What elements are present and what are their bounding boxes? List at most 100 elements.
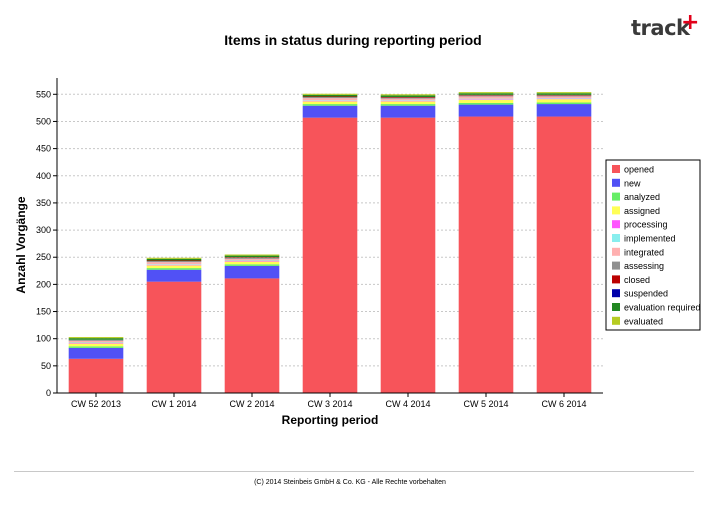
x-axis-ticks: CW 52 2013 CW 1 2014 CW 2 2014 CW 3 2014 CW …	[71, 393, 587, 409]
legend-label: integrated	[624, 247, 664, 257]
bar-stack	[146, 257, 202, 393]
legend-item: assessing	[612, 261, 664, 271]
bar-segment-processing	[458, 99, 514, 100]
x-tick-label: CW 5 2014	[463, 399, 508, 409]
legend-swatch	[612, 192, 620, 201]
bar-segment-opened	[68, 358, 124, 393]
x-axis-title: Reporting period	[282, 413, 379, 427]
bar-segment-new	[146, 269, 202, 282]
bar-segment-evaluated	[224, 254, 280, 256]
logo-plus-icon: +	[681, 10, 700, 35]
bar-stack	[224, 254, 280, 393]
bar-segment-new	[380, 105, 436, 118]
x-tick-label: CW 1 2014	[151, 399, 196, 409]
bar-segment-processing	[224, 261, 280, 262]
legend-swatch	[612, 261, 620, 270]
bar-segment-assessing	[68, 339, 124, 341]
bar-segment-analyzed	[536, 102, 592, 105]
bar-segment-processing	[146, 264, 202, 266]
bar-segment-integrated	[302, 98, 358, 101]
bar-segment-assessing	[224, 257, 280, 259]
bar-segment-evaluated	[536, 92, 592, 94]
tracker-logo: track +	[631, 10, 711, 46]
bar-segment-analyzed	[224, 264, 280, 266]
legend-swatch	[612, 165, 620, 173]
legend-swatch	[612, 247, 620, 256]
bar-segment-assigned	[458, 99, 514, 103]
bar-segment-implemented	[68, 342, 124, 344]
bar-segment-assigned	[68, 343, 124, 347]
bar-segment-evaluation-required	[146, 258, 202, 261]
legend-item: implemented	[612, 234, 676, 244]
y-axis-ticks: 0 50 100 150 200 250 300 350 400 450 500 550	[36, 89, 57, 398]
bar-segment-assessing	[380, 97, 436, 99]
bar-segment-closed	[458, 94, 514, 96]
legend-swatch	[612, 275, 620, 284]
bar-segment-assigned	[380, 101, 436, 105]
legend-swatch	[612, 220, 620, 229]
legend-label: implemented	[624, 234, 676, 244]
bar-segment-evaluated	[380, 94, 436, 96]
y-tick-label: 450	[36, 144, 51, 154]
legend-item: evaluation required	[612, 303, 701, 313]
bar-segment-integrated	[536, 96, 592, 99]
x-tick-label: CW 4 2014	[385, 399, 430, 409]
footer-divider	[14, 471, 694, 472]
y-tick-label: 50	[41, 361, 51, 371]
bar-segment-implemented	[380, 100, 436, 101]
legend-item: processing	[612, 220, 668, 230]
bar-segment-closed	[536, 94, 592, 96]
legend-frame	[605, 159, 701, 331]
legend-swatch	[612, 206, 620, 215]
bar-segment-new	[458, 104, 514, 117]
bar-segment-implemented	[458, 98, 514, 100]
bar-segment-implemented	[302, 100, 358, 101]
bar-segment-analyzed	[302, 104, 358, 106]
bar-segment-implemented	[536, 98, 592, 99]
bar-segment-processing	[302, 100, 358, 102]
bar-segment-assigned	[302, 101, 358, 105]
bar-segment-closed	[146, 260, 202, 262]
y-tick-label: 350	[36, 198, 51, 208]
bar-segment-evaluation-required	[458, 93, 514, 95]
y-tick-label: 550	[36, 89, 51, 99]
legend-label: assessing	[624, 261, 664, 271]
y-tick-label: 400	[36, 171, 51, 181]
x-tick-label: CW 52 2013	[71, 399, 121, 409]
bar-stacks	[68, 92, 592, 394]
chart-legend: opened new analyzed assigned processing imple…	[605, 159, 701, 331]
bar-segment-evaluation-required	[224, 255, 280, 258]
bar-segment-opened	[380, 117, 436, 394]
legend-swatch	[612, 289, 620, 298]
legend-item: closed	[612, 275, 650, 285]
bar-segment-new	[224, 265, 280, 279]
bar-stack	[302, 93, 358, 394]
legend-item: evaluated	[612, 316, 663, 326]
legend-item: analyzed	[612, 192, 660, 202]
x-tick-label: CW 3 2014	[307, 399, 352, 409]
bar-segment-new	[536, 104, 592, 117]
x-tick-label: CW 2 2014	[229, 399, 274, 409]
legend-item: opened	[612, 165, 654, 175]
bar-segment-integrated	[458, 96, 514, 99]
bar-segment-assigned	[146, 265, 202, 269]
bar-segment-evaluated	[146, 257, 202, 259]
bar-segment-implemented	[146, 264, 202, 265]
bar-segment-opened	[536, 116, 592, 393]
bar-segment-evaluation-required	[302, 94, 358, 97]
legend-swatch	[612, 234, 620, 242]
bar-segment-assigned	[224, 261, 280, 265]
y-tick-label: 250	[36, 252, 51, 262]
bar-segment-evaluation-required	[536, 93, 592, 95]
bar-segment-integrated	[146, 262, 202, 265]
chart-title: Items in status during reporting period	[224, 32, 481, 48]
y-tick-label: 150	[36, 307, 51, 317]
bar-segment-processing	[536, 98, 592, 100]
legend-item: new	[612, 178, 641, 188]
legend-swatch	[612, 178, 620, 187]
bar-segment-closed	[224, 257, 280, 258]
bar-segment-assessing	[458, 95, 514, 97]
bar-stack	[458, 92, 514, 393]
x-tick-label: CW 6 2014	[541, 399, 586, 409]
bar-segment-new	[302, 105, 358, 118]
